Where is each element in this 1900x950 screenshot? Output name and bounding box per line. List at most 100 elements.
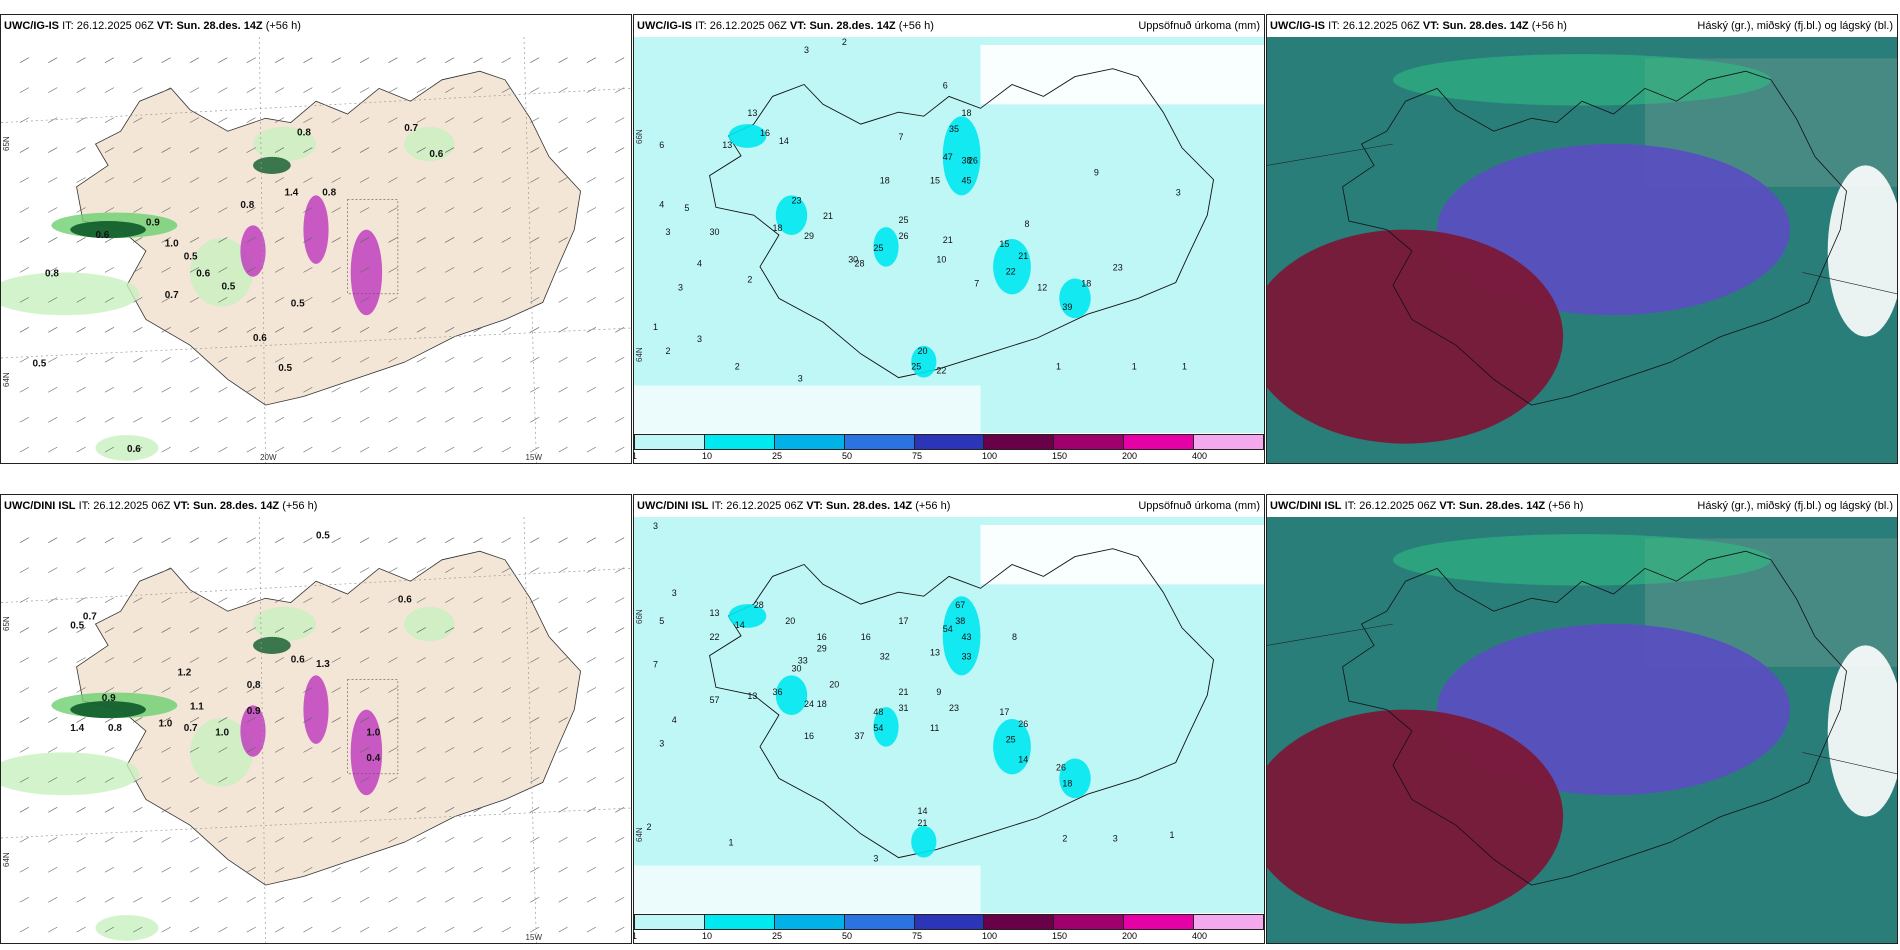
wind-barb [218,386,228,393]
value-label: 39 [1062,302,1072,312]
wind-barb [303,357,313,363]
wind-barb [558,117,568,123]
value-label: 1.4 [285,187,299,198]
value-label: 25 [1006,735,1016,745]
wind-barb [558,837,568,843]
wind-barb [359,747,370,753]
wind-barb [161,777,171,783]
wind-barb [388,597,398,603]
colorbar-swatch [914,915,985,929]
wind-barb [19,147,30,153]
wind-barb [76,237,86,243]
header-it: 26.12.2025 06Z [726,500,804,512]
wind-barb [615,717,625,723]
value-label: 1.2 [177,667,191,678]
wind-barb [19,747,30,753]
value-label: 33 [962,652,972,662]
map-area[interactable]: 0.8 0.7 0.6 0.8 0.6 0.9 1.0 0.5 0.6 0.5 0.7 0.8 0.5 0… [1,37,631,463]
value-label: 14 [1018,754,1028,764]
wind-barb [274,147,285,153]
wind-barb [218,267,228,273]
wind-barb [48,837,58,843]
wind-barb [388,837,398,843]
wind-barb [246,837,256,843]
value-label: 13 [710,608,720,618]
cloud-patch [70,221,146,239]
wind-barb [246,87,256,93]
wind-barb [76,117,86,123]
wind-barb [473,597,483,603]
wind-barb [530,386,540,393]
wind-barb [530,597,540,603]
wind-barb [331,297,341,303]
wind-barb [501,237,511,243]
wind-barb [161,597,171,603]
header-lead: (+56 h) [282,500,318,512]
wind-barb [189,297,200,303]
wind-barb [274,207,285,213]
value-label: 21 [1018,251,1028,261]
wind-barb [161,537,171,543]
wind-barb [161,87,171,93]
header-source: UWC/DINI ISL [1270,500,1342,512]
value-label: 17 [999,707,1009,717]
wind-barb [473,87,483,93]
wind-barb [133,567,143,573]
value-label: 3 [697,334,702,344]
wind-barb [189,777,200,783]
map-area[interactable] [1267,517,1897,943]
wind-barb [530,87,540,93]
wind-barb [218,87,228,93]
value-label: 5 [684,203,689,213]
wind-barb [530,866,540,873]
map-area[interactable] [1267,37,1897,463]
value-label: 1.1 [190,702,204,713]
wind-barb [218,177,228,183]
precip-patch [775,195,808,235]
panel-header: UWC/DINI ISL IT: 26.12.2025 06Z VT: Sun.… [634,495,1264,517]
map-area[interactable]: 0.5 0.6 0.7 0.5 1.2 0.9 1.1 1.0 0.7 0.8 1.4 1.0 0.9 0… [1,517,631,943]
wind-barb [76,446,86,453]
wind-barb [416,657,426,663]
wind-barb [331,687,341,693]
value-label: 26 [1056,762,1066,772]
wind-barb [48,687,58,693]
wind-barb [246,926,256,933]
wind-barb [331,627,341,633]
map-area[interactable]: 13 16 14 13 18 35 47 38 26 45 18 15 23 21 18 29 25 26 21 30… [634,37,1264,433]
wind-barb [161,416,171,423]
wind-barb [501,357,511,363]
wind-barb [76,177,86,183]
value-label: 3 [873,853,878,863]
wind-barb [359,446,370,453]
value-label: 20 [785,616,795,626]
wind-barb [615,207,625,213]
wind-barb [246,207,256,213]
header-it-label: IT: [695,20,707,32]
wind-barb [615,117,625,123]
wind-barb [359,807,370,813]
precip-patch [1059,758,1091,799]
wind-barb [501,687,511,693]
colorbar-swatch [774,435,845,449]
wind-barb [76,416,86,423]
value-label: 15 [999,239,1009,249]
wind-barb [274,866,285,873]
wind-barb [189,267,200,273]
wind-barb [615,747,625,753]
precip-patch [350,229,383,316]
wind-barb [104,537,115,543]
wind-barb [615,327,625,333]
wind-barb [445,237,455,243]
wind-barb [303,87,313,93]
wind-barb [303,837,313,843]
wind-barb [104,177,115,183]
wind-barb [189,866,200,873]
map-area[interactable]: 13 22 14 28 20 16 29 33 30 20 16 17 32 67 38 54 43 33 13 36… [634,517,1264,913]
wind-barb [501,446,511,453]
wind-barb [445,57,455,63]
iceland-land [76,550,581,886]
wind-barb [530,657,540,663]
wind-barb [501,837,511,843]
wind-barb [331,837,341,843]
